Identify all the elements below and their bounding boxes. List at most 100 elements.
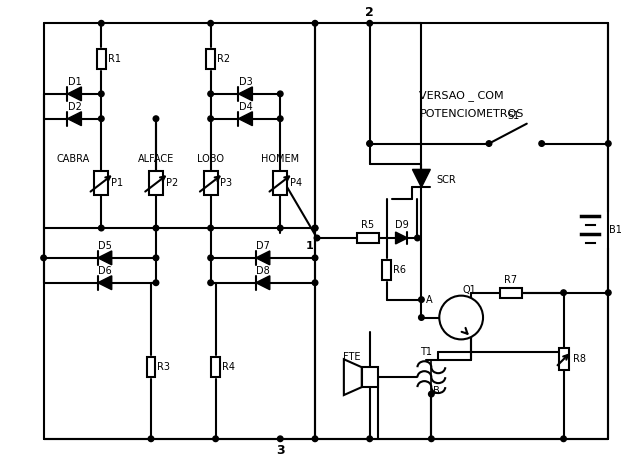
Polygon shape [256,276,270,290]
Text: Q1: Q1 [462,285,476,295]
Text: R3: R3 [157,362,170,372]
Polygon shape [67,112,81,126]
Circle shape [367,141,372,146]
Text: R5: R5 [361,220,374,230]
Text: R2: R2 [217,54,230,64]
Circle shape [367,20,372,26]
Text: 2: 2 [365,6,374,19]
Circle shape [312,280,318,286]
Circle shape [153,280,159,286]
Text: D3: D3 [239,77,252,87]
Text: P4: P4 [290,178,302,188]
Bar [382,260,391,280]
Text: R7: R7 [504,275,517,285]
Text: D1: D1 [68,77,81,87]
Polygon shape [256,251,270,265]
Text: D9: D9 [395,220,408,230]
Text: P2: P2 [166,178,178,188]
Text: D2: D2 [67,102,81,112]
Bar [97,49,106,69]
Circle shape [278,225,283,231]
Text: D5: D5 [98,241,112,251]
Polygon shape [98,251,112,265]
Circle shape [153,255,159,261]
Text: R4: R4 [222,362,235,372]
Bar [211,357,220,377]
Circle shape [208,255,213,261]
Circle shape [208,280,213,286]
Bar [206,49,215,69]
Circle shape [99,91,104,97]
Text: B: B [433,386,440,396]
Bar [147,357,156,377]
Circle shape [415,235,420,241]
Circle shape [367,436,372,442]
Polygon shape [239,87,252,101]
Circle shape [429,436,434,442]
Circle shape [561,436,566,442]
Text: CABRA: CABRA [57,154,90,164]
Circle shape [148,436,154,442]
Text: P1: P1 [111,178,124,188]
Circle shape [605,290,611,295]
Text: ALFACE: ALFACE [138,154,174,164]
Circle shape [99,20,104,26]
Circle shape [153,225,159,231]
Circle shape [41,255,47,261]
Circle shape [153,116,159,121]
Circle shape [429,391,434,397]
Circle shape [605,141,611,146]
Bar [356,233,379,243]
Circle shape [312,255,318,261]
Polygon shape [412,169,430,187]
Text: T1: T1 [420,347,433,357]
Text: R6: R6 [393,265,406,275]
Text: SCR: SCR [436,175,456,185]
Text: R8: R8 [573,354,586,364]
Circle shape [419,315,424,320]
Text: HOMEM: HOMEM [261,154,300,164]
Polygon shape [344,359,362,395]
Bar [204,171,218,195]
Circle shape [278,116,283,121]
Circle shape [312,225,318,231]
Circle shape [439,295,483,339]
Circle shape [314,235,320,241]
Text: P3: P3 [221,178,232,188]
Text: D6: D6 [98,266,111,276]
Circle shape [208,225,213,231]
Circle shape [99,225,104,231]
Bar [500,288,522,298]
Circle shape [312,20,318,26]
Text: D4: D4 [239,102,252,112]
Circle shape [278,91,283,97]
Circle shape [312,436,318,442]
Polygon shape [67,87,81,101]
Circle shape [213,436,218,442]
Bar [559,348,568,370]
Circle shape [208,116,213,121]
Circle shape [486,141,492,146]
Text: VERSAO _ COM: VERSAO _ COM [419,90,504,101]
Text: R1: R1 [108,54,121,64]
Text: A: A [426,295,433,304]
Polygon shape [396,232,408,244]
Circle shape [278,436,283,442]
Bar [94,171,108,195]
Text: D8: D8 [256,266,269,276]
Polygon shape [98,276,112,290]
Circle shape [99,116,104,121]
Bar [362,367,378,387]
Text: LOBO: LOBO [197,154,224,164]
Text: D7: D7 [256,241,270,251]
Text: 3: 3 [276,444,285,457]
Circle shape [367,141,372,146]
Text: POTENCIOMETROS: POTENCIOMETROS [419,109,524,119]
Circle shape [561,290,566,295]
Circle shape [208,91,213,97]
Text: S1: S1 [508,111,520,121]
Circle shape [208,20,213,26]
Circle shape [539,141,545,146]
Polygon shape [239,112,252,126]
Text: B1: B1 [609,225,621,235]
